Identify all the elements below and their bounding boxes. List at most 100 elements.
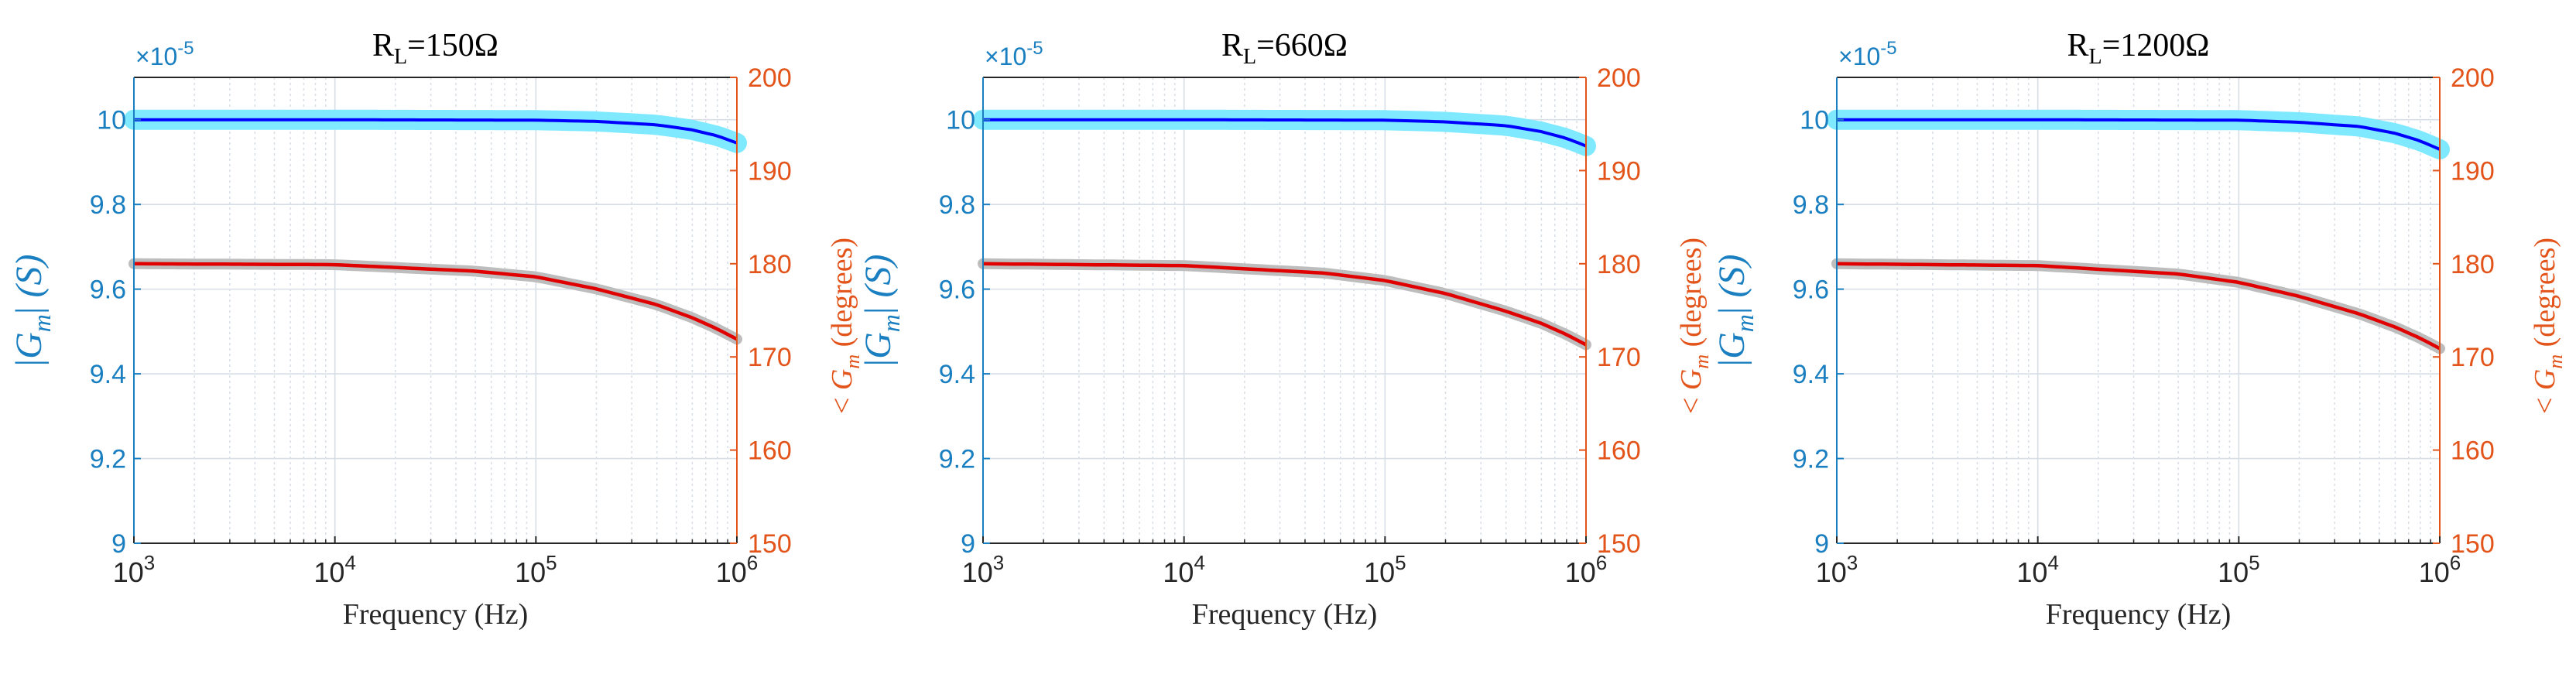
title-subscript: L <box>1243 45 1256 69</box>
x-tick-exponent: 4 <box>344 551 355 574</box>
x-tick-base: 10 <box>113 556 144 588</box>
left-y-tick-label: 9 <box>1814 529 1829 559</box>
label-angle: < <box>1675 390 1708 414</box>
left-y-axis-label: |Gm| (S) <box>1711 255 1759 367</box>
x-tick-label: 103 <box>1816 551 1858 588</box>
left-y-tick-label: 9.6 <box>1793 275 1829 305</box>
x-tick-base: 10 <box>2016 556 2047 588</box>
left-y-tick-label: 9 <box>111 529 126 559</box>
right-y-axis-label: < Gm (degrees) <box>826 238 864 414</box>
right-y-tick-label: 180 <box>2451 250 2495 279</box>
x-tick-label: 106 <box>2419 551 2461 588</box>
right-y-tick-label: 160 <box>1597 436 1641 466</box>
x-tick-label: 103 <box>113 551 156 588</box>
phase-model-line <box>134 262 738 341</box>
left-y-axis-label: |Gm| (S) <box>858 255 905 367</box>
y-scale-factor-base: ×10 <box>1838 43 1880 70</box>
x-tick-exponent: 4 <box>2047 551 2058 574</box>
label-subscript: m <box>877 314 905 332</box>
chart-panel-2: 103 104 105 10699.29.49.69.8101501601701801… <box>858 28 1713 631</box>
left-y-tick-label: 9.2 <box>90 445 126 474</box>
left-y-tick-label: 9 <box>961 529 975 559</box>
left-y-tick-label: 9.4 <box>90 360 126 389</box>
phase-measured-line <box>978 258 1591 351</box>
label-subscript: m <box>1690 354 1713 369</box>
right-y-tick-label: 170 <box>2451 343 2495 372</box>
chart-panel-3: 103 104 105 10699.29.49.69.8101501601701801… <box>1711 28 2567 631</box>
label-angle: < <box>2529 390 2561 414</box>
label-symbol: G <box>826 369 858 390</box>
x-tick-label: 103 <box>962 551 1005 588</box>
title-rest: =150Ω <box>407 28 498 63</box>
magnitude-model-line <box>134 118 738 145</box>
x-tick-label: 106 <box>1565 551 1608 588</box>
magnitude-measured-line <box>1827 109 2450 159</box>
right-y-tick-label: 190 <box>748 156 792 186</box>
x-tick-base: 10 <box>1163 556 1194 588</box>
left-y-tick-label: 9.2 <box>939 445 975 474</box>
label-symbol: G <box>858 332 899 359</box>
title-main: R <box>372 28 394 63</box>
x-tick-label: 105 <box>1364 551 1406 588</box>
label-bar-close: | <box>1711 306 1752 314</box>
label-bar: | <box>1711 359 1752 367</box>
y-scale-factor-exponent: -5 <box>177 38 194 59</box>
right-y-tick-label: 200 <box>748 63 792 93</box>
label-unit: (S) <box>9 255 50 307</box>
x-tick-base: 10 <box>2419 556 2450 588</box>
label-subscript: m <box>1731 314 1759 332</box>
x-axis-label: Frequency (Hz) <box>1192 598 1378 631</box>
label-subscript: m <box>841 354 864 369</box>
x-tick-exponent: 6 <box>1596 551 1607 574</box>
right-y-tick-label: 150 <box>2451 529 2495 559</box>
label-symbol: G <box>9 332 50 359</box>
title-subscript: L <box>394 45 407 69</box>
title-rest: =1200Ω <box>2102 28 2210 63</box>
left-y-tick-label: 10 <box>946 106 975 135</box>
left-y-tick-label: 9.2 <box>1793 445 1829 474</box>
label-bar-close: | <box>858 306 899 314</box>
x-tick-exponent: 6 <box>747 551 758 574</box>
label-symbol: G <box>1675 369 1708 390</box>
right-y-axis-label: < Gm (degrees) <box>1675 238 1713 414</box>
label-unit: (S) <box>1711 255 1752 307</box>
label-unit: (degrees) <box>826 238 858 354</box>
y-scale-factor: ×10-5 <box>1838 38 1897 70</box>
label-bar-close: | <box>9 306 50 314</box>
right-y-tick-label: 170 <box>1597 343 1641 372</box>
right-y-tick-label: 180 <box>1597 250 1641 279</box>
left-y-tick-label: 9.4 <box>1793 360 1829 389</box>
x-tick-label: 105 <box>515 551 557 588</box>
label-angle: < <box>826 390 858 414</box>
title-main: R <box>2067 28 2088 63</box>
x-tick-label: 104 <box>2016 551 2059 588</box>
label-unit: (degrees) <box>1675 238 1708 354</box>
x-tick-base: 10 <box>1816 556 1847 588</box>
label-unit: (S) <box>858 255 899 307</box>
right-y-axis-label: < Gm (degrees) <box>2529 238 2567 414</box>
y-scale-factor-base: ×10 <box>135 43 177 70</box>
x-tick-base: 10 <box>716 556 747 588</box>
x-tick-base: 10 <box>2218 556 2249 588</box>
left-y-tick-label: 9.4 <box>939 360 975 389</box>
left-y-axis-label: |Gm| (S) <box>9 255 56 367</box>
title-subscript: L <box>2089 45 2102 69</box>
right-y-tick-label: 180 <box>748 250 792 279</box>
x-tick-exponent: 5 <box>546 551 557 574</box>
x-tick-exponent: 5 <box>1395 551 1406 574</box>
title-rest: =660Ω <box>1256 28 1348 63</box>
label-bar: | <box>858 359 899 367</box>
x-tick-label: 106 <box>716 551 759 588</box>
right-y-tick-label: 160 <box>2451 436 2495 466</box>
right-y-tick-label: 200 <box>2451 63 2495 93</box>
phase-model-line <box>1836 262 2441 351</box>
x-tick-exponent: 5 <box>2249 551 2259 574</box>
y-scale-factor-exponent: -5 <box>1026 38 1043 59</box>
x-tick-base: 10 <box>962 556 993 588</box>
label-subscript: m <box>2544 354 2567 369</box>
magnitude-model-line <box>983 118 1587 148</box>
y-scale-factor-base: ×10 <box>985 43 1026 70</box>
y-scale-factor: ×10-5 <box>985 38 1043 70</box>
left-y-tick-label: 9.8 <box>939 190 975 220</box>
